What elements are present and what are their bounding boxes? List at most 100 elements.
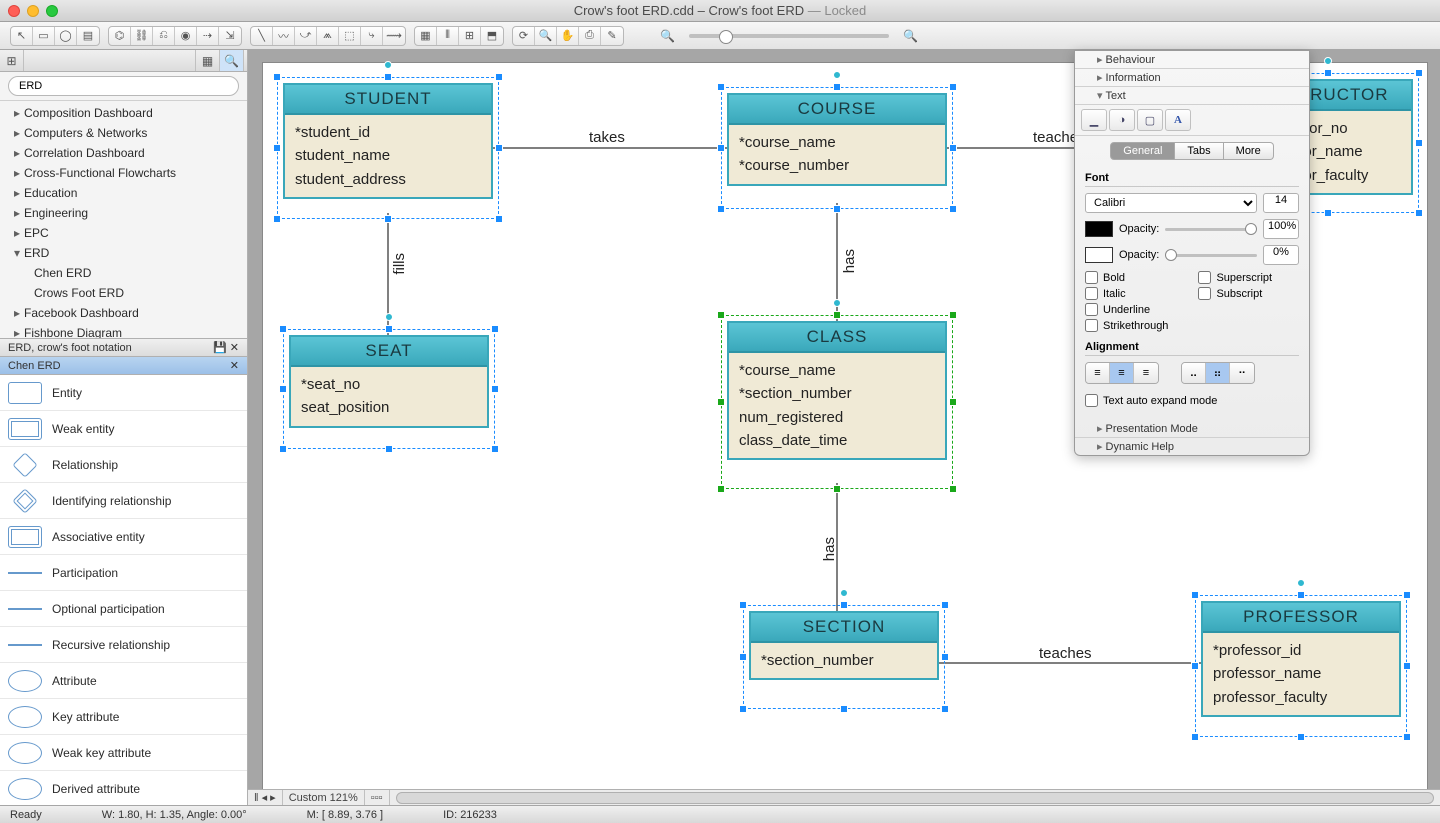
selection-handle[interactable] — [941, 653, 949, 661]
selection-handle[interactable] — [495, 73, 503, 81]
distribute-button[interactable]: ⫴ — [437, 27, 459, 45]
font-size-input[interactable]: 14 — [1263, 193, 1299, 213]
inspector-section-behaviour[interactable]: ▸Behaviour — [1075, 51, 1309, 69]
tree-item[interactable]: ▸Education — [0, 183, 247, 203]
rotation-handle[interactable] — [833, 299, 841, 307]
tree-item[interactable]: Chen ERD — [0, 263, 247, 283]
selection-handle[interactable] — [384, 73, 392, 81]
poly-button[interactable]: ⩕ — [317, 27, 339, 45]
fill-opacity-slider[interactable] — [1165, 228, 1257, 231]
stencil-item[interactable]: Weak entity — [0, 411, 247, 447]
selection-handle[interactable] — [279, 445, 287, 453]
selection-handle[interactable] — [279, 385, 287, 393]
entity-course[interactable]: COURSE*course_name*course_number — [727, 93, 947, 186]
zoom-out-icon[interactable]: 🔍 — [660, 29, 675, 43]
auto-expand-checkbox[interactable] — [1085, 394, 1098, 407]
selection-handle[interactable] — [279, 325, 287, 333]
entity-class[interactable]: CLASS*course_name*section_numbernum_regi… — [727, 321, 947, 460]
align-center-button[interactable]: ≡ — [1110, 363, 1134, 383]
stencil-item[interactable]: Participation — [0, 555, 247, 591]
text-tool-button[interactable]: ▤ — [77, 27, 99, 45]
tree-item[interactable]: ▸Computers & Networks — [0, 123, 247, 143]
tree-item[interactable]: ▸Composition Dashboard — [0, 103, 247, 123]
selection-handle[interactable] — [949, 144, 957, 152]
align-right-button[interactable]: ≡ — [1134, 363, 1158, 383]
selection-handle[interactable] — [1191, 733, 1199, 741]
stencil-item[interactable]: Recursive relationship — [0, 627, 247, 663]
sidebar-tab-search[interactable]: 🔍 — [220, 50, 244, 71]
chain-button[interactable]: ⛓ — [131, 27, 153, 45]
tree-item[interactable]: ▸Fishbone Diagram — [0, 323, 247, 339]
node-button[interactable]: ◉ — [175, 27, 197, 45]
selection-handle[interactable] — [1415, 139, 1423, 147]
style-checkbox[interactable] — [1198, 287, 1211, 300]
edit-button[interactable]: ✎ — [601, 27, 623, 45]
entity-section[interactable]: SECTION*section_number — [749, 611, 939, 680]
entity-student[interactable]: STUDENT*student_idstudent_namestudent_ad… — [283, 83, 493, 199]
ellipse-tool-button[interactable]: ◯ — [55, 27, 77, 45]
selection-handle[interactable] — [840, 705, 848, 713]
zoom-slider[interactable] — [689, 34, 889, 38]
selection-handle[interactable] — [717, 311, 725, 319]
font-style-icon[interactable]: A — [1165, 109, 1191, 131]
stencil-item[interactable]: Key attribute — [0, 699, 247, 735]
align-left-button[interactable]: ≡ — [1086, 363, 1110, 383]
zoom-readout[interactable]: Custom 121% — [283, 790, 365, 805]
selection-handle[interactable] — [1415, 209, 1423, 217]
fill-color-swatch[interactable] — [1085, 221, 1113, 237]
selection-handle[interactable] — [949, 311, 957, 319]
selection-handle[interactable] — [717, 398, 725, 406]
align-top-button[interactable]: ⠤ — [1182, 363, 1206, 383]
selection-handle[interactable] — [1403, 591, 1411, 599]
inspector-tab-more[interactable]: More — [1224, 142, 1274, 160]
stencil-item[interactable]: Associative entity — [0, 519, 247, 555]
selection-handle[interactable] — [840, 601, 848, 609]
print-button[interactable]: ⎙ — [579, 27, 601, 45]
inspector-section-presentation[interactable]: ▸Presentation Mode — [1075, 420, 1309, 438]
refresh-button[interactable]: ⟳ — [513, 27, 535, 45]
tree-item[interactable]: ▸EPC — [0, 223, 247, 243]
tree-item[interactable]: ▾ERD — [0, 243, 247, 263]
selection-handle[interactable] — [949, 205, 957, 213]
inspector-section-information[interactable]: ▸Information — [1075, 69, 1309, 87]
shadow-icon[interactable]: ▢ — [1137, 109, 1163, 131]
sidebar-tab-grid[interactable]: ▦ — [196, 50, 220, 71]
rect-tool-button[interactable]: ▭ — [33, 27, 55, 45]
line-opacity-slider[interactable] — [1165, 254, 1257, 257]
selection-handle[interactable] — [1324, 69, 1332, 77]
view-buttons[interactable]: ▫▫▫ — [365, 790, 390, 805]
tree-item[interactable]: Crows Foot ERD — [0, 283, 247, 303]
selection-handle[interactable] — [833, 205, 841, 213]
library-header-chen[interactable]: Chen ERD ✕ — [0, 357, 247, 375]
style-checkbox[interactable] — [1085, 319, 1098, 332]
fill-opacity-value[interactable]: 100% — [1263, 219, 1299, 239]
stencil-item[interactable]: Relationship — [0, 447, 247, 483]
selection-handle[interactable] — [717, 485, 725, 493]
inspector-tab-general[interactable]: General — [1110, 142, 1175, 160]
branch-button[interactable]: ⎌ — [153, 27, 175, 45]
link-button[interactable]: ⇢ — [197, 27, 219, 45]
selection-handle[interactable] — [1297, 733, 1305, 741]
selection-handle[interactable] — [491, 445, 499, 453]
hand-button[interactable]: ✋ — [557, 27, 579, 45]
snap-button[interactable]: ⊞ — [459, 27, 481, 45]
selection-handle[interactable] — [273, 73, 281, 81]
selection-handle[interactable] — [1403, 733, 1411, 741]
curve-button[interactable]: 〰 — [273, 27, 295, 45]
stencil-item[interactable]: Attribute — [0, 663, 247, 699]
rotation-handle[interactable] — [833, 71, 841, 79]
selection-handle[interactable] — [949, 398, 957, 406]
tree-item[interactable]: ▸Cross-Functional Flowcharts — [0, 163, 247, 183]
sidebar-search-input[interactable] — [8, 76, 239, 96]
line-color-swatch[interactable] — [1085, 247, 1113, 263]
selection-handle[interactable] — [949, 485, 957, 493]
group-button[interactable]: ⬒ — [481, 27, 503, 45]
align-button[interactable]: ▦ — [415, 27, 437, 45]
selection-handle[interactable] — [739, 601, 747, 609]
selection-handle[interactable] — [717, 83, 725, 91]
sidebar-tab-libraries[interactable]: ⊞ — [0, 50, 24, 71]
align-bottom-button[interactable]: ⠒ — [1230, 363, 1254, 383]
style-checkbox[interactable] — [1085, 303, 1098, 316]
zoom-in-icon[interactable]: 🔍 — [903, 29, 918, 43]
style-checkbox[interactable] — [1198, 271, 1211, 284]
